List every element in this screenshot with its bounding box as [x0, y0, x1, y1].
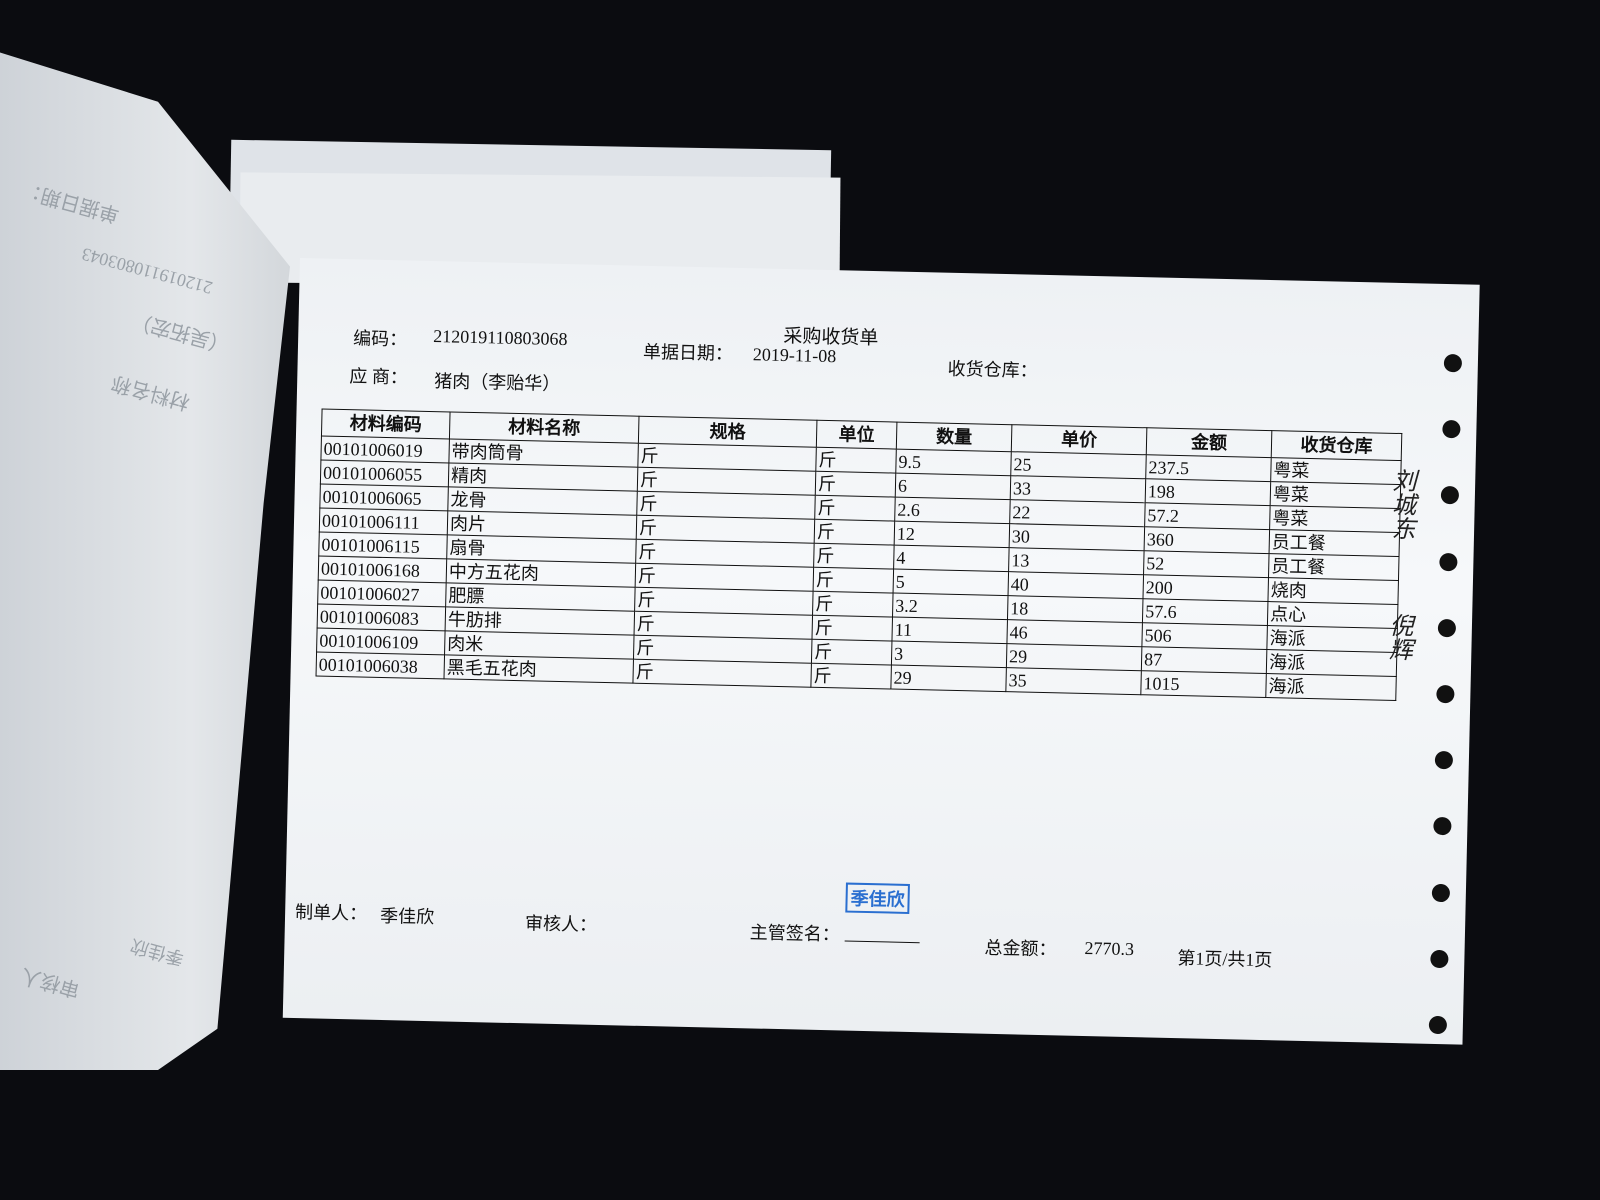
date-value: 2019-11-08 [752, 344, 837, 367]
table-cell: 4 [893, 545, 1010, 572]
table-cell: 00101006115 [318, 532, 448, 559]
table-cell: 3.2 [892, 593, 1009, 620]
table-cell: 22 [1009, 499, 1146, 527]
total-value: 2770.3 [1084, 937, 1135, 960]
table-cell: 2.6 [894, 497, 1011, 524]
table-cell: 海派 [1266, 625, 1398, 653]
table-cell: 30 [1009, 523, 1145, 551]
table-cell: 18 [1007, 595, 1143, 623]
table-cell: 斤 [815, 471, 896, 498]
supplier-label: 应 商： [349, 366, 409, 388]
table-cell: 506 [1141, 622, 1268, 650]
table-cell: 斤 [812, 591, 894, 618]
table-cell: 海派 [1265, 673, 1397, 701]
code-label: 编码： [352, 328, 408, 350]
table-cell: 360 [1144, 526, 1270, 554]
warehouse-label: 收货仓库： [947, 358, 1038, 381]
table-cell: 00101006065 [319, 484, 449, 511]
table-cell: 员工餐 [1268, 553, 1400, 581]
supervisor-signature-line [844, 940, 920, 944]
supplier-value: 猪肉（李贻华） [434, 371, 561, 394]
code-value: 212019110803068 [433, 326, 568, 350]
back-date-label: 单据日期： [19, 178, 122, 226]
table-cell: 6 [895, 473, 1011, 500]
column-header: 单位 [816, 420, 897, 450]
table-cell: 00101006038 [316, 651, 445, 679]
table-cell: 9.5 [895, 449, 1012, 476]
table-cell: 3 [891, 641, 1007, 668]
date-label: 单据日期： [642, 341, 734, 364]
table-cell: 斤 [810, 663, 892, 690]
table-cell: 198 [1145, 478, 1271, 506]
table-cell: 员工餐 [1269, 529, 1400, 557]
back-reviewer-label: 审核人 [18, 963, 83, 1001]
back-code: 212019110803043 [79, 243, 215, 299]
table-cell: 57.6 [1142, 598, 1268, 626]
table-cell: 87 [1141, 646, 1267, 674]
table-cell: 斤 [811, 639, 892, 666]
table-cell: 00101006019 [320, 436, 450, 463]
column-header: 数量 [896, 422, 1012, 452]
perforation-holes [1428, 353, 1468, 1035]
table-cell: 12 [894, 521, 1010, 548]
reviewer-label: 审核人： [524, 913, 598, 935]
table-cell: 35 [1005, 667, 1142, 695]
maker-value: 季佳欣 [379, 905, 435, 928]
column-header: 单价 [1011, 424, 1147, 455]
table-cell: 斤 [814, 519, 895, 546]
back-maker: 季佳欣 [128, 935, 186, 969]
table-cell: 海派 [1266, 649, 1397, 677]
table-cell: 粤菜 [1270, 481, 1401, 509]
table-cell: 00101006109 [316, 627, 446, 655]
table-cell: 斤 [815, 447, 897, 474]
total-label: 总金额： [984, 937, 1057, 960]
receipt-sheet: 采购收货单 编码： 212019110803068 单据日期： 2019-11-… [282, 258, 1480, 1045]
table-cell: 斤 [813, 543, 895, 570]
column-header: 规格 [638, 416, 817, 448]
table-cell: 46 [1006, 619, 1143, 647]
back-name-header: 材料名称 [109, 371, 193, 414]
table-cell: 点心 [1267, 601, 1398, 629]
table-cell: 斤 [814, 495, 896, 522]
table-cell: 57.2 [1144, 502, 1271, 530]
table-cell: 40 [1008, 571, 1144, 599]
table-cell: 33 [1010, 475, 1146, 503]
column-header: 金额 [1146, 427, 1272, 458]
table-cell: 斤 [811, 615, 893, 642]
table-cell: 5 [893, 569, 1009, 596]
handwritten-signature: 倪辉 [1384, 612, 1414, 662]
table-cell: 237.5 [1145, 454, 1272, 482]
table-cell: 粤菜 [1269, 505, 1401, 533]
table-cell: 29 [890, 665, 1007, 692]
table-cell: 斤 [813, 567, 894, 594]
column-header: 材料名称 [449, 411, 639, 444]
supervisor-stamp: 季佳欣 [845, 882, 910, 914]
table-cell: 00101006027 [317, 579, 447, 607]
maker-label: 制单人： [294, 902, 368, 924]
table-cell: 00101006055 [320, 460, 449, 487]
table-cell: 29 [1006, 643, 1142, 671]
back-supplier: （吴拓宏） [129, 308, 232, 356]
column-header: 材料编码 [321, 409, 451, 439]
items-table: 材料编码 材料名称 规格 单位 数量 单价 金额 收货仓库 00101006019 带肉筒骨斤斤… [316, 409, 1403, 701]
table-cell: 烧肉 [1267, 577, 1399, 605]
table-cell: 00101006168 [318, 556, 447, 583]
table-cell: 200 [1142, 574, 1269, 602]
table-cell: 粤菜 [1270, 457, 1402, 485]
handwritten-signature: 刘城东 [1386, 467, 1417, 541]
supervisor-label: 主管签名： [749, 922, 841, 945]
table-cell: 00101006083 [317, 603, 446, 631]
table-cell: 13 [1008, 547, 1145, 575]
table-cell: 00101006111 [319, 508, 448, 535]
table-cell: 25 [1010, 451, 1147, 479]
table-cell: 斤 [632, 659, 812, 688]
table-cell: 黑毛五花肉 [443, 654, 634, 684]
table-cell: 52 [1143, 550, 1270, 578]
table-cell: 1015 [1140, 670, 1267, 698]
column-header: 收货仓库 [1271, 430, 1402, 461]
page-info: 第1页/共1页 [1177, 948, 1273, 971]
table-cell: 11 [891, 617, 1008, 644]
